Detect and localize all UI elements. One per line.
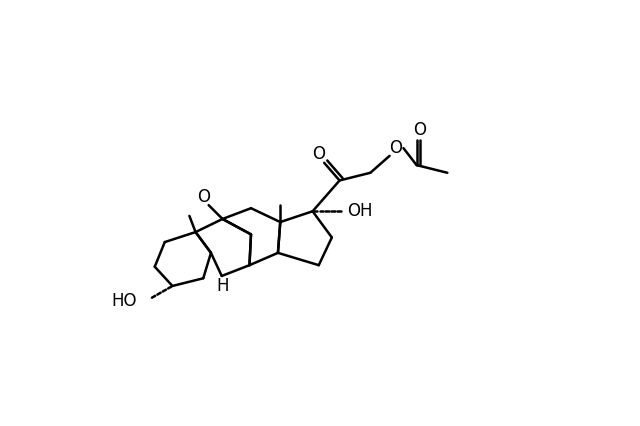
- Text: OH: OH: [348, 202, 372, 220]
- Text: O: O: [413, 121, 426, 139]
- Text: O: O: [312, 145, 325, 163]
- Text: O: O: [389, 139, 403, 157]
- Text: H: H: [216, 277, 228, 295]
- Text: O: O: [196, 188, 210, 207]
- Text: HO: HO: [111, 292, 137, 311]
